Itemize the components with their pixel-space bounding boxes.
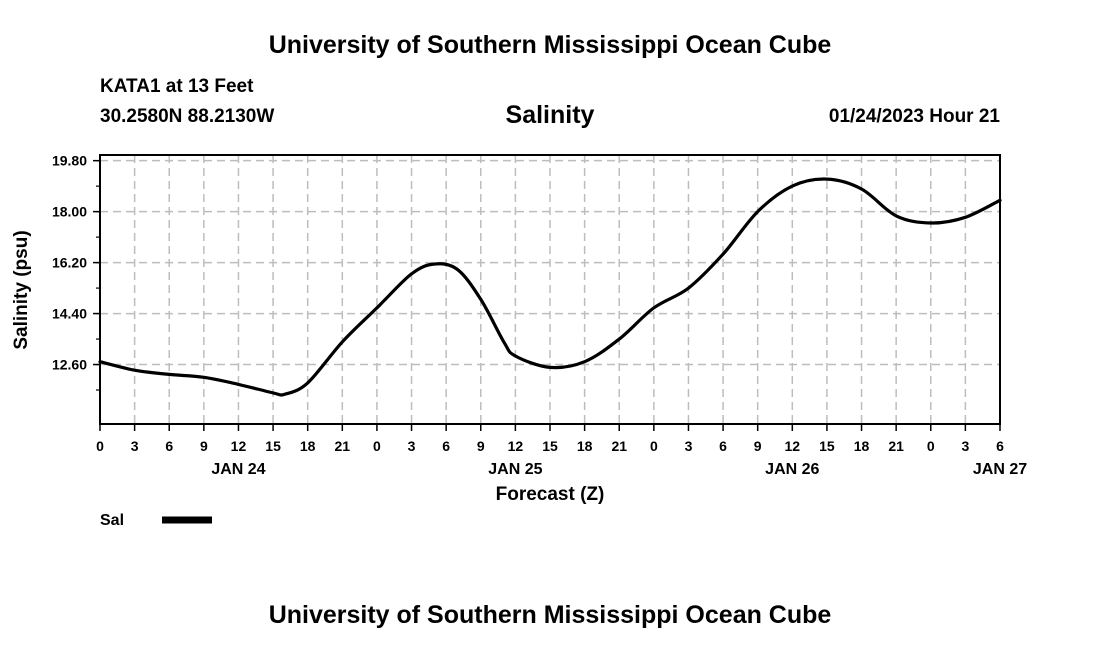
axes: 0 3 6 9 12 15 18 21 0 3 6 9 12 15 18 21 0 3 6 9 12 15 18 21 0 3 6 1… xyxy=(52,153,1027,478)
series-line-sal xyxy=(98,177,1002,397)
x-tick-label: 15 xyxy=(542,438,558,454)
x-tick-label: 9 xyxy=(754,438,762,454)
x-tick-label: 6 xyxy=(719,438,727,454)
x-tick-label: 3 xyxy=(685,438,693,454)
x-tick-label: 6 xyxy=(996,438,1004,454)
x-tick-label: 3 xyxy=(408,438,416,454)
x-tick-label: 6 xyxy=(442,438,450,454)
grid-lines xyxy=(100,155,1000,424)
date-label: JAN 24 xyxy=(211,461,265,478)
y-tick-label: 19.80 xyxy=(52,153,87,169)
y-tick-label: 18.00 xyxy=(52,204,87,220)
x-tick-label: 15 xyxy=(265,438,281,454)
x-tick-label: 21 xyxy=(888,438,904,454)
y-tick-label: 12.60 xyxy=(52,357,87,373)
station-label: KATA1 at 13 Feet xyxy=(100,76,254,97)
x-tick-label: 0 xyxy=(927,438,935,454)
x-tick-label: 18 xyxy=(577,438,593,454)
y-tick-label: 14.40 xyxy=(52,306,87,322)
x-tick-label: 0 xyxy=(96,438,104,454)
x-tick-label: 18 xyxy=(300,438,316,454)
x-axis-label: Forecast (Z) xyxy=(496,484,605,505)
x-tick-label: 3 xyxy=(131,438,139,454)
y-tick-label: 16.20 xyxy=(52,255,87,271)
chart-main-title: University of Southern Mississippi Ocean… xyxy=(268,31,832,59)
variable-title: Salinity xyxy=(505,101,595,129)
x-tick-label: 15 xyxy=(819,438,835,454)
y-axis-label: Salinity (psu) xyxy=(11,230,32,349)
x-tick-label: 21 xyxy=(611,438,627,454)
x-tick-label: 9 xyxy=(477,438,485,454)
station-coordinates: 30.2580N 88.2130W xyxy=(100,106,275,127)
x-tick-label: 18 xyxy=(854,438,870,454)
legend-label: Sal xyxy=(100,512,124,529)
x-tick-label: 12 xyxy=(508,438,524,454)
date-label: JAN 27 xyxy=(973,461,1027,478)
x-tick-label: 12 xyxy=(785,438,801,454)
x-tick-label: 9 xyxy=(200,438,208,454)
date-label: JAN 26 xyxy=(765,461,819,478)
x-tick-label: 6 xyxy=(165,438,173,454)
issue-time: 01/24/2023 Hour 21 xyxy=(828,106,1000,127)
x-tick-label: 12 xyxy=(231,438,247,454)
date-label: JAN 25 xyxy=(488,461,542,478)
x-tick-label: 3 xyxy=(961,438,969,454)
x-tick-label: 0 xyxy=(650,438,658,454)
x-tick-label: 21 xyxy=(335,438,351,454)
x-tick-label: 0 xyxy=(373,438,381,454)
footer-title: University of Southern Mississippi Ocean… xyxy=(268,601,832,629)
